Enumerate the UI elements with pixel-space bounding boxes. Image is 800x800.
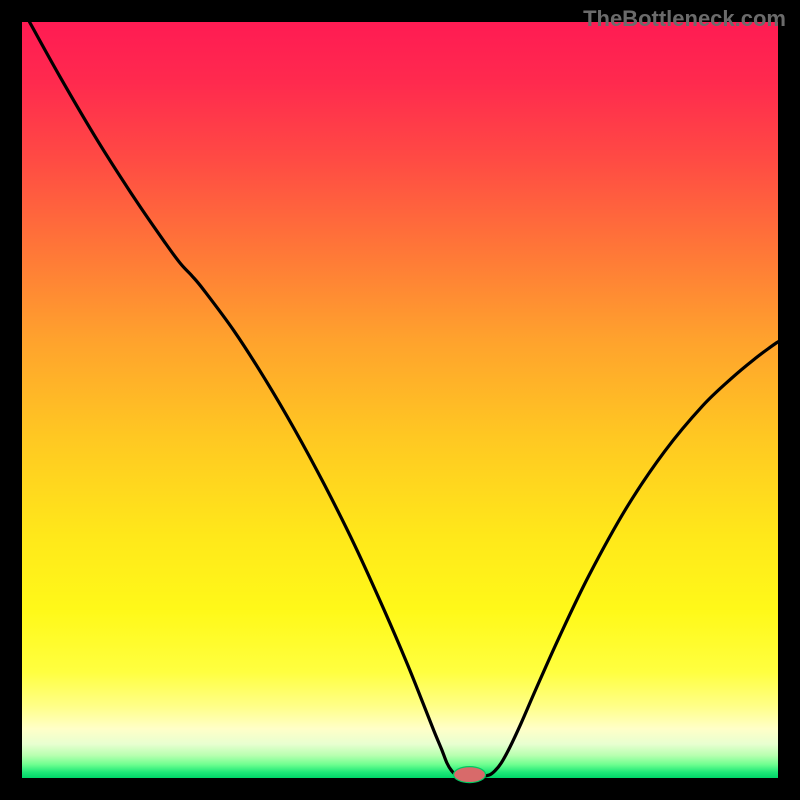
plot-area	[22, 22, 778, 778]
bottleneck-chart	[0, 0, 800, 800]
chart-container: TheBottleneck.com	[0, 0, 800, 800]
minimum-marker	[454, 767, 486, 783]
watermark-text: TheBottleneck.com	[583, 6, 786, 32]
